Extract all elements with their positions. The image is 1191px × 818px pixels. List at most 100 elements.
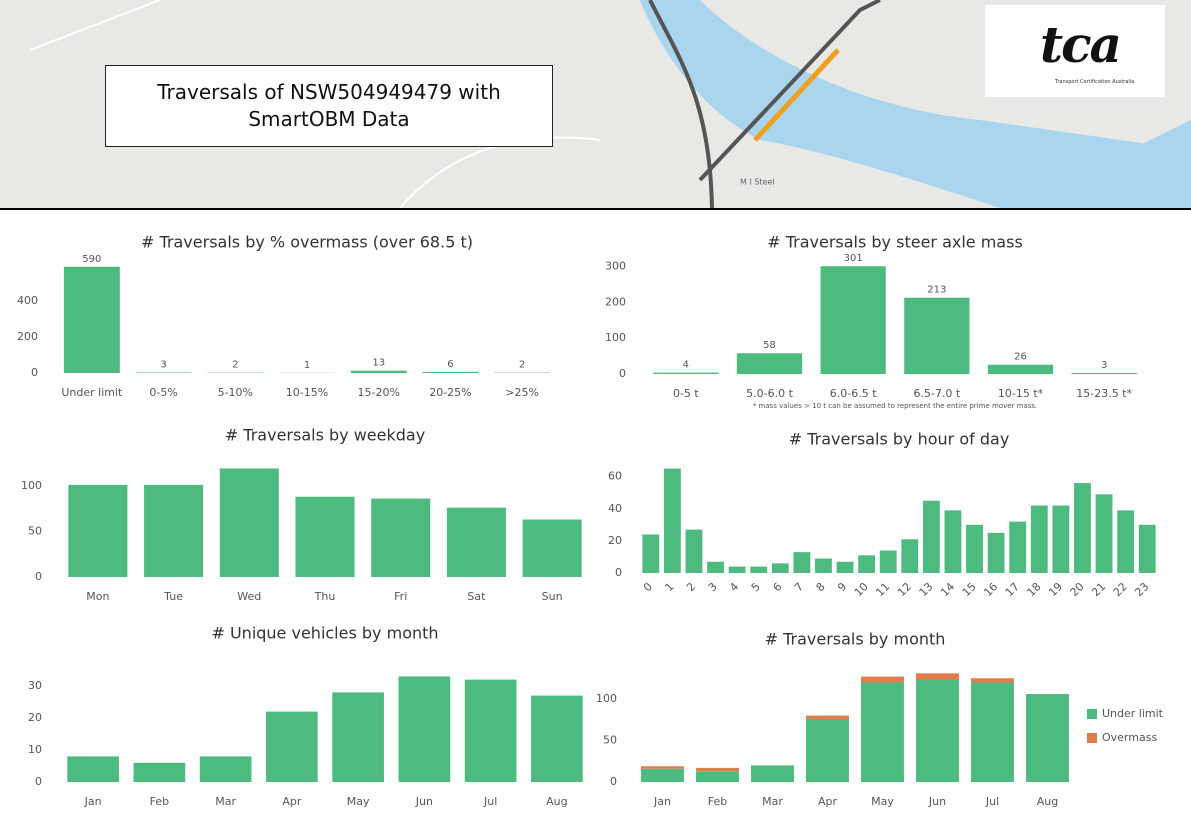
bar-segment [1026,694,1069,782]
bar [295,497,354,577]
data-label: 4 [683,360,689,371]
legend-label: Under limit [1102,707,1164,720]
bar [988,365,1053,374]
y-tick-label: 30 [28,679,42,692]
data-label: 590 [82,254,101,265]
x-tick-label: Feb [150,795,169,808]
bar [371,499,430,577]
bar [1052,506,1069,573]
bar [945,510,962,573]
logo-subtitle: Transport Certification Australia [1055,79,1134,85]
bar [837,562,854,573]
bar-segment [916,673,959,680]
bar [1031,506,1048,573]
y-tick-label: 0 [619,367,626,380]
chart-title: # Unique vehicles by month [211,624,438,643]
bar-segment [916,680,959,782]
x-tick-label: Mar [762,795,783,808]
bar [1139,525,1156,573]
bar-segment [861,682,904,782]
bar [858,555,875,573]
x-tick-label: Jan [653,795,671,808]
x-tick-label: 15-20% [358,386,400,399]
x-tick-label: Apr [818,795,838,808]
y-tick-label: 0 [615,566,622,579]
chart-title: # Traversals by hour of day [789,430,1010,449]
map-label: M I Steel [740,178,775,187]
bar [653,373,718,374]
bar [136,372,192,373]
bar [750,567,767,573]
bar [966,525,983,573]
x-tick-label: Jul [985,795,999,808]
bar [134,763,186,782]
bar [64,267,120,373]
x-tick-label: Jun [415,795,433,808]
bar [1074,483,1091,573]
dashboard: M I Steel Traversals of NSW504949479 wit… [0,0,1191,818]
y-tick-label: 0 [35,570,42,583]
bar-segment [806,719,849,782]
x-tick-label: Apr [282,795,302,808]
bar-segment [641,766,684,768]
data-label: 3 [1101,360,1107,371]
data-label: 1 [304,360,310,371]
x-tick-label: Wed [237,590,261,603]
y-tick-label: 50 [603,734,617,747]
x-tick-label: >25% [505,386,539,399]
y-tick-label: 10 [28,743,42,756]
bar [465,680,517,782]
bar [1009,522,1026,573]
bar [523,520,582,577]
x-tick-label: Aug [1037,795,1058,808]
legend-swatch [1087,709,1097,719]
x-tick-label: 5.0-6.0 t [746,387,793,400]
footnote: * mass values > 10 t can be assumed to r… [753,402,1038,410]
bar [904,298,969,374]
bar [923,501,940,573]
bar [220,468,279,577]
y-tick-label: 400 [17,294,38,307]
y-tick-label: 100 [596,692,617,705]
bar [901,539,918,573]
y-tick-label: 20 [28,711,42,724]
x-tick-label: 6.0-6.5 t [830,387,877,400]
bar-segment [971,682,1014,782]
x-tick-label: Feb [708,795,727,808]
bar [1096,494,1113,573]
bar [642,534,659,573]
bar [772,563,789,573]
bar [266,712,318,782]
bar [729,567,746,573]
bar [68,485,127,577]
bar [67,756,119,782]
bar [880,551,897,573]
y-tick-label: 60 [608,470,622,483]
bar [821,266,886,374]
data-label: 213 [927,285,946,296]
x-tick-label: 10-15% [286,386,328,399]
bar [144,485,203,577]
y-tick-label: 50 [28,524,42,537]
bar-segment [861,677,904,683]
x-tick-label: 0-5 t [673,387,699,400]
bar-segment [806,716,849,719]
x-tick-label: Aug [546,795,567,808]
data-label: 58 [763,340,776,351]
title-box: Traversals of NSW504949479 with SmartOBM… [105,65,553,147]
x-tick-label: Jun [928,795,946,808]
bar [399,676,451,782]
data-label: 2 [519,360,525,371]
x-tick-label: Under limit [61,386,123,399]
y-tick-label: 20 [608,534,622,547]
bar-segment [971,678,1014,682]
x-tick-label: 20-25% [429,386,471,399]
y-tick-label: 0 [610,775,617,788]
data-label: 13 [372,358,385,369]
bar-segment [696,768,739,771]
y-tick-label: 40 [608,502,622,515]
bar [686,530,703,573]
data-label: 301 [844,253,863,264]
data-label: 26 [1014,352,1027,363]
y-tick-label: 100 [21,479,42,492]
